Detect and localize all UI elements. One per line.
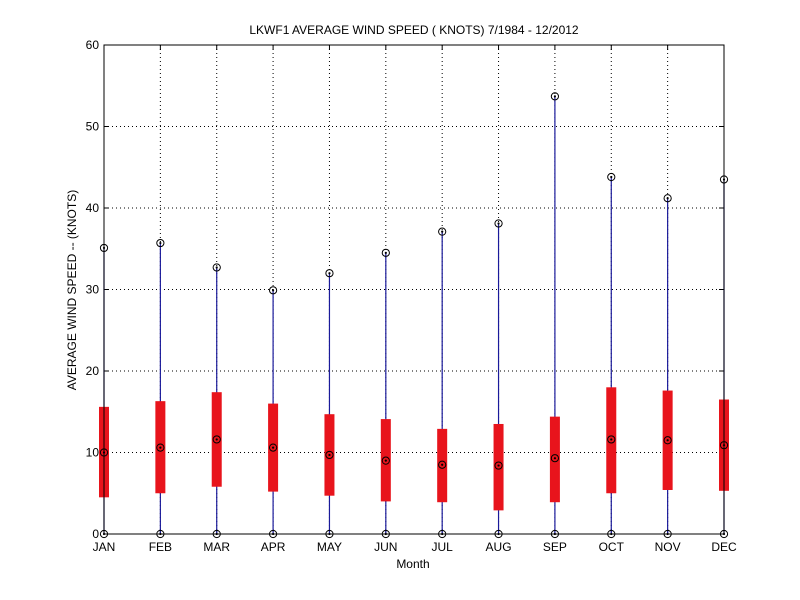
max-marker	[212, 263, 221, 272]
max-marker-dot	[497, 222, 500, 225]
y-tick-label: 40	[86, 201, 100, 215]
mean-marker-dot	[328, 453, 331, 457]
y-tick-label: 60	[86, 38, 100, 52]
mean-marker-dot	[384, 459, 387, 462]
mean-marker-dot	[553, 457, 557, 460]
max-marker	[156, 238, 165, 248]
box-series	[99, 92, 729, 539]
x-tick-label: JUN	[374, 540, 397, 554]
x-tick-label: DEC	[711, 540, 737, 554]
box-feb	[155, 238, 166, 539]
max-marker	[550, 92, 560, 101]
y-tick-label: 20	[86, 364, 100, 378]
max-marker-dot	[441, 230, 444, 233]
iqr-box	[493, 423, 504, 511]
y-tick-label: 10	[86, 446, 100, 460]
mean-marker-dot	[159, 446, 162, 449]
mean-marker	[438, 460, 447, 469]
max-marker	[494, 219, 503, 228]
y-tick-label: 50	[86, 120, 100, 134]
max-marker	[663, 194, 672, 203]
x-tick-label: MAR	[203, 540, 230, 554]
box-sep	[549, 92, 560, 539]
x-ticks: JAN FEB MAR APR MAY JUN JUL AUG SEP OCT NOV DEC	[93, 45, 737, 554]
x-tick-label: OCT	[599, 540, 625, 554]
x-tick-label: JUL	[432, 540, 454, 554]
x-tick-label: FEB	[149, 540, 172, 554]
x-tick-label: SEP	[543, 540, 567, 554]
box-nov	[662, 194, 673, 539]
mean-marker	[212, 435, 221, 444]
max-marker-dot	[328, 272, 331, 275]
max-marker	[268, 286, 278, 295]
mean-marker-dot	[215, 438, 218, 441]
max-marker-dot	[215, 266, 218, 269]
grid-layer	[104, 45, 724, 534]
max-marker-dot	[271, 289, 275, 292]
iqr-box	[549, 416, 560, 503]
mean-marker	[156, 443, 165, 452]
mean-marker-dot	[666, 439, 669, 442]
x-tick-label: AUG	[486, 540, 512, 554]
y-tick-label: 30	[86, 283, 100, 297]
y-tick-label: 0	[92, 527, 99, 541]
max-marker-dot	[384, 251, 387, 254]
box-aug	[493, 219, 504, 539]
box-jun	[380, 248, 391, 539]
box-apr	[268, 286, 279, 539]
chart-title: LKWF1 AVERAGE WIND SPEED ( KNOTS) 7/1984…	[249, 23, 579, 37]
max-marker	[438, 227, 447, 236]
x-tick-label: JAN	[93, 540, 116, 554]
x-tick-label: NOV	[655, 540, 681, 554]
max-marker	[607, 172, 616, 182]
mean-marker-dot	[271, 446, 275, 449]
max-marker-dot	[666, 197, 669, 200]
max-marker	[325, 269, 334, 278]
max-marker-dot	[553, 95, 557, 98]
mean-marker	[663, 436, 672, 445]
y-axis-label: AVERAGE WIND SPEED -- (KNOTS)	[65, 190, 79, 390]
plot-frame	[103, 44, 725, 535]
mean-marker	[550, 454, 560, 463]
box-mar	[211, 263, 222, 539]
box-may	[324, 269, 335, 539]
box-jul	[437, 227, 448, 539]
x-tick-label: MAY	[317, 540, 342, 554]
mean-marker-dot	[497, 464, 500, 467]
max-marker	[381, 248, 390, 257]
max-marker-dot	[610, 175, 613, 179]
x-axis-label: Month	[396, 557, 429, 571]
mean-marker-dot	[441, 463, 444, 466]
mean-marker	[607, 435, 616, 444]
x-tick-label: APR	[261, 540, 286, 554]
mean-marker	[381, 456, 390, 465]
y-ticks: 0 10 20 30 40 50 60	[86, 38, 724, 541]
mean-marker	[494, 461, 503, 470]
box-oct	[606, 172, 617, 539]
max-marker-dot	[159, 241, 162, 245]
mean-marker	[325, 450, 334, 460]
mean-marker-dot	[610, 438, 613, 441]
mean-marker	[268, 443, 278, 452]
